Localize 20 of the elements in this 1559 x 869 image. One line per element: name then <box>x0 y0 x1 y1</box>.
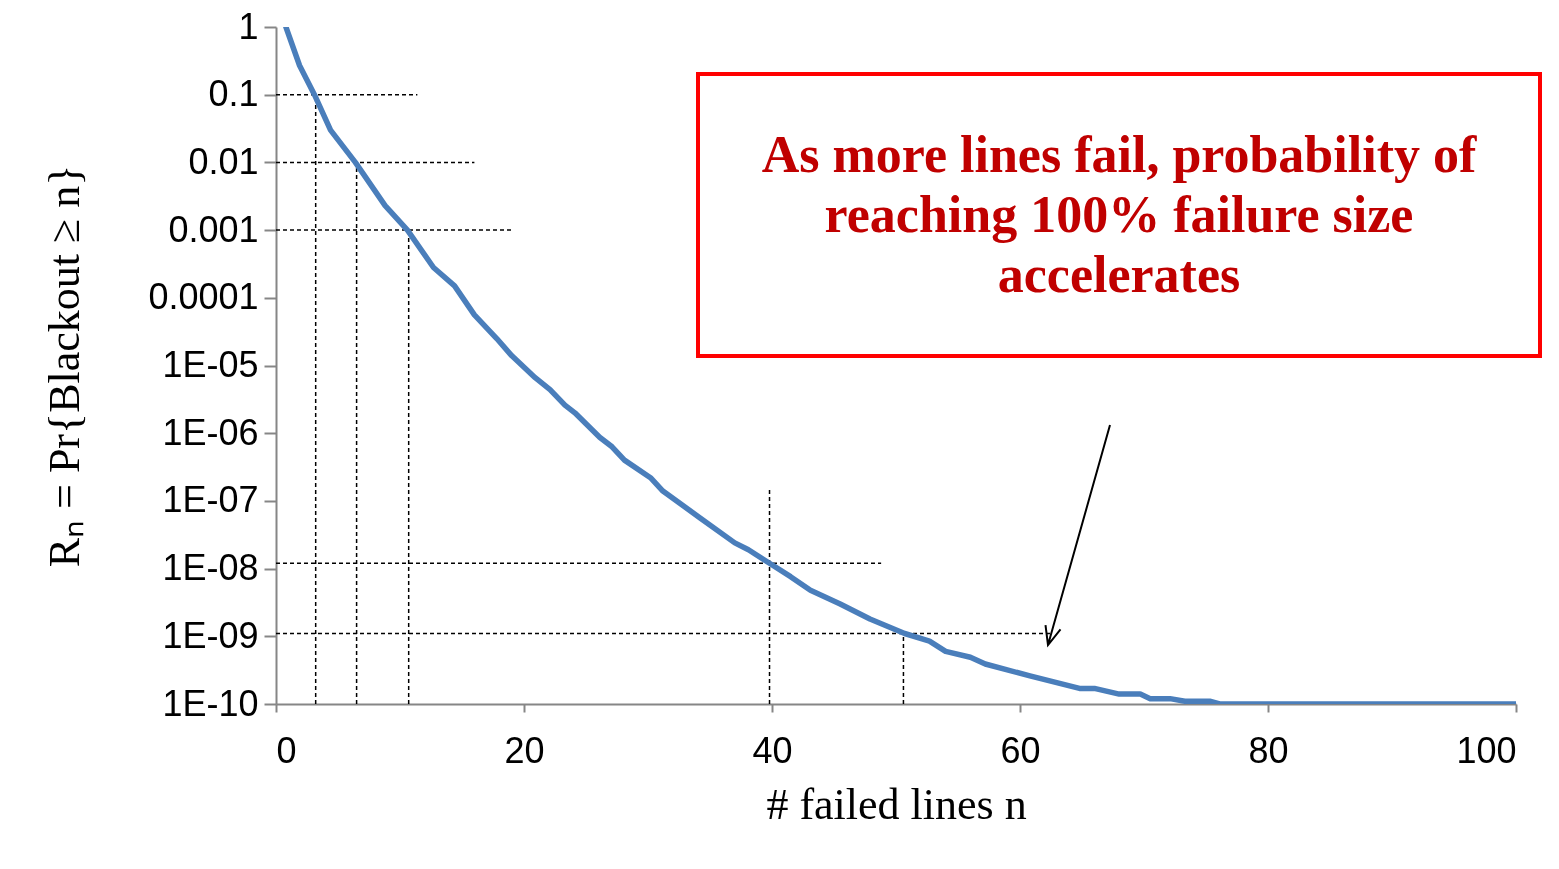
x-tick-label: 80 <box>1248 729 1289 771</box>
y-tick-label: 0.1 <box>208 73 259 115</box>
x-tick-label: 100 <box>1456 729 1517 771</box>
callout-box: As more lines fail, probability of reaching 100% failure size accelerates <box>696 72 1542 358</box>
y-tick-label: 1E-09 <box>162 614 259 656</box>
x-tick-label: 60 <box>1000 729 1041 771</box>
y-tick-label: 1 <box>238 5 259 47</box>
y-tick-label: 1E-08 <box>162 547 259 589</box>
x-tick-label: 20 <box>504 729 545 771</box>
y-tick-label: 1E-07 <box>162 479 259 521</box>
y-tick-label: 1E-05 <box>162 344 259 385</box>
x-tick-label: 40 <box>752 729 793 771</box>
x-axis-title: # failed lines n <box>766 779 1027 829</box>
y-axis-title: Rₙ = Pr{Blackout ≥ n} <box>40 164 90 568</box>
y-tick-label: 0.0001 <box>148 276 259 318</box>
y-tick-label: 0.001 <box>168 208 259 250</box>
y-tick-label: 1E-10 <box>162 682 259 724</box>
y-tick-label: 0.01 <box>188 140 259 182</box>
y-tick-label: 1E-06 <box>162 411 259 453</box>
x-tick-label: 0 <box>276 729 297 771</box>
